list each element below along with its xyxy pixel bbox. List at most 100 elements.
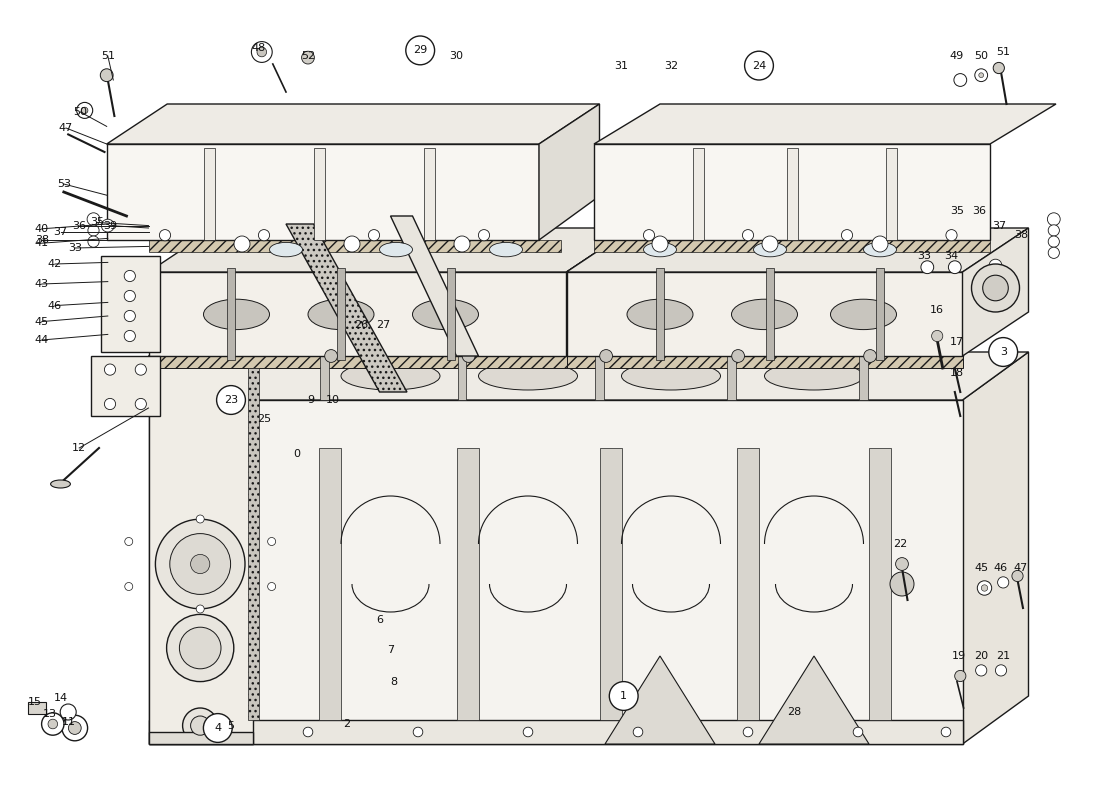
Polygon shape — [859, 352, 868, 400]
Circle shape — [104, 398, 116, 410]
Circle shape — [160, 230, 170, 241]
Circle shape — [100, 69, 113, 82]
Circle shape — [732, 350, 745, 362]
Polygon shape — [759, 656, 869, 744]
Text: 46: 46 — [48, 301, 62, 310]
Circle shape — [406, 36, 434, 65]
Polygon shape — [876, 268, 884, 360]
Text: eurospares: eurospares — [221, 482, 395, 558]
Text: 26: 26 — [354, 320, 367, 330]
Ellipse shape — [621, 362, 720, 390]
Circle shape — [42, 713, 64, 735]
Circle shape — [124, 538, 133, 546]
Text: 5: 5 — [228, 722, 234, 731]
Circle shape — [842, 230, 852, 241]
Circle shape — [414, 727, 422, 737]
Polygon shape — [148, 356, 253, 744]
Circle shape — [462, 350, 475, 362]
Circle shape — [87, 213, 100, 226]
Text: 38: 38 — [1014, 230, 1027, 240]
Polygon shape — [227, 268, 235, 360]
Circle shape — [998, 577, 1009, 588]
Circle shape — [190, 554, 210, 574]
Circle shape — [946, 230, 957, 241]
Circle shape — [101, 219, 114, 232]
Circle shape — [996, 665, 1006, 676]
Circle shape — [190, 716, 210, 735]
Polygon shape — [766, 268, 774, 360]
Text: 21: 21 — [997, 651, 1010, 661]
Circle shape — [124, 270, 135, 282]
Polygon shape — [566, 228, 1028, 272]
Text: 43: 43 — [35, 279, 48, 289]
Text: 13: 13 — [43, 709, 56, 718]
Text: 53: 53 — [57, 179, 70, 189]
Text: 40: 40 — [35, 224, 48, 234]
Circle shape — [977, 581, 992, 595]
Circle shape — [762, 236, 778, 252]
Circle shape — [652, 236, 668, 252]
Circle shape — [454, 236, 470, 252]
Text: 32: 32 — [664, 61, 678, 70]
Circle shape — [88, 236, 99, 247]
Circle shape — [81, 107, 88, 114]
Text: 0: 0 — [294, 450, 300, 459]
Text: 33: 33 — [917, 251, 931, 261]
Text: 47: 47 — [59, 123, 73, 133]
Circle shape — [124, 290, 135, 302]
Text: 22: 22 — [893, 539, 906, 549]
Circle shape — [478, 230, 490, 241]
Circle shape — [644, 230, 654, 241]
Text: 37: 37 — [54, 227, 67, 237]
Text: 3: 3 — [1000, 347, 1006, 357]
Polygon shape — [594, 104, 1056, 144]
Text: 35: 35 — [90, 218, 103, 227]
Polygon shape — [539, 104, 600, 240]
Polygon shape — [786, 148, 798, 240]
Circle shape — [166, 614, 234, 682]
Polygon shape — [962, 352, 1028, 744]
Text: 24: 24 — [752, 61, 766, 70]
Circle shape — [976, 665, 987, 676]
Text: 51: 51 — [101, 51, 114, 61]
Circle shape — [234, 236, 250, 252]
Circle shape — [196, 515, 205, 523]
Circle shape — [982, 275, 1009, 301]
Polygon shape — [107, 104, 600, 144]
Circle shape — [955, 670, 966, 682]
Text: 14: 14 — [54, 693, 67, 702]
Text: 50: 50 — [975, 51, 988, 61]
Text: 15: 15 — [29, 698, 42, 707]
Polygon shape — [566, 352, 962, 368]
Polygon shape — [456, 448, 478, 720]
Circle shape — [1047, 213, 1060, 226]
Polygon shape — [447, 268, 455, 360]
Ellipse shape — [270, 242, 302, 257]
Polygon shape — [727, 352, 736, 400]
Circle shape — [77, 102, 92, 118]
Circle shape — [609, 682, 638, 710]
Polygon shape — [148, 732, 253, 744]
Circle shape — [948, 261, 961, 274]
Text: 8: 8 — [390, 677, 397, 686]
Circle shape — [981, 585, 988, 591]
Ellipse shape — [490, 242, 522, 257]
Polygon shape — [314, 148, 324, 240]
Circle shape — [267, 538, 276, 546]
Polygon shape — [566, 228, 632, 356]
Polygon shape — [148, 228, 632, 272]
Text: 39: 39 — [103, 221, 117, 230]
Circle shape — [524, 727, 532, 737]
Circle shape — [204, 714, 232, 742]
Circle shape — [742, 230, 754, 241]
Circle shape — [258, 230, 270, 241]
Polygon shape — [693, 148, 704, 240]
Text: 19: 19 — [953, 651, 966, 661]
Polygon shape — [424, 148, 434, 240]
Ellipse shape — [627, 299, 693, 330]
Text: 45: 45 — [35, 317, 48, 326]
Circle shape — [921, 261, 934, 274]
Circle shape — [104, 364, 116, 375]
Text: 28: 28 — [788, 707, 801, 717]
Circle shape — [48, 719, 57, 729]
